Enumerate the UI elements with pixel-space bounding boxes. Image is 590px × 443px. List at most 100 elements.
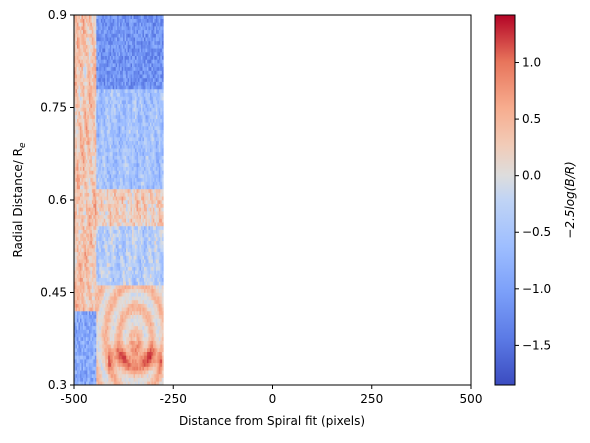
heatmap-cell bbox=[78, 329, 81, 334]
heatmap-cell bbox=[118, 129, 121, 134]
heatmap-cell bbox=[78, 370, 81, 375]
heatmap-cell bbox=[108, 373, 111, 378]
heatmap-cell bbox=[138, 148, 140, 153]
heatmap-cell bbox=[75, 103, 78, 108]
heatmap-cell bbox=[133, 188, 136, 193]
heatmap-cell bbox=[102, 203, 105, 208]
heatmap-cell bbox=[124, 59, 127, 64]
heatmap-cell bbox=[93, 33, 96, 38]
heatmap-cell bbox=[132, 92, 134, 97]
heatmap-cell bbox=[97, 355, 100, 360]
heatmap-cell bbox=[82, 274, 85, 278]
heatmap-cell bbox=[115, 329, 118, 334]
heatmap-cell bbox=[84, 336, 87, 341]
heatmap-cell bbox=[94, 207, 97, 212]
heatmap-cell bbox=[87, 237, 90, 241]
heatmap-cell bbox=[118, 222, 121, 227]
heatmap-cell bbox=[87, 225, 90, 230]
heatmap-cell bbox=[94, 59, 97, 64]
heatmap-cell bbox=[132, 48, 134, 53]
heatmap-cell bbox=[96, 22, 99, 27]
heatmap-cell bbox=[97, 107, 100, 112]
heatmap-cell bbox=[109, 148, 112, 153]
heatmap-cell bbox=[108, 362, 111, 367]
heatmap-cell bbox=[81, 114, 84, 119]
heatmap-cell bbox=[96, 29, 99, 34]
heatmap-cell bbox=[143, 203, 146, 208]
heatmap-cell bbox=[120, 314, 122, 319]
heatmap-cell bbox=[138, 314, 140, 319]
heatmap-cell bbox=[74, 192, 76, 197]
heatmap-cell bbox=[136, 26, 139, 31]
heatmap-cell bbox=[109, 237, 112, 241]
heatmap-cell bbox=[96, 133, 99, 138]
heatmap-cell bbox=[108, 174, 111, 179]
heatmap-cell bbox=[127, 18, 130, 23]
heatmap-cell bbox=[84, 348, 87, 352]
heatmap-cell bbox=[111, 311, 114, 315]
heatmap-cell bbox=[114, 259, 116, 264]
heatmap-cell bbox=[132, 214, 134, 219]
heatmap-cell bbox=[88, 322, 91, 327]
heatmap-cell bbox=[138, 66, 140, 71]
heatmap-cell bbox=[90, 211, 93, 216]
heatmap-cell bbox=[123, 255, 125, 260]
heatmap-cell bbox=[129, 325, 131, 330]
heatmap-cell bbox=[112, 333, 115, 338]
heatmap-cell bbox=[139, 296, 142, 301]
heatmap-cell bbox=[90, 166, 93, 171]
heatmap-cell bbox=[97, 218, 100, 223]
heatmap-cell bbox=[78, 203, 81, 208]
heatmap-cell bbox=[143, 288, 146, 293]
heatmap-cell bbox=[108, 63, 111, 68]
heatmap-cell bbox=[139, 151, 142, 156]
heatmap-cell bbox=[109, 92, 112, 97]
heatmap-cell bbox=[81, 285, 84, 290]
heatmap-cell bbox=[99, 74, 102, 79]
heatmap-cell bbox=[85, 233, 88, 238]
heatmap-cell bbox=[124, 359, 127, 364]
heatmap-cell bbox=[115, 196, 118, 201]
heatmap-cell bbox=[115, 251, 118, 256]
heatmap-cell bbox=[118, 262, 121, 267]
heatmap-cell bbox=[111, 218, 114, 223]
heatmap-cell bbox=[93, 303, 96, 308]
heatmap-cell bbox=[145, 133, 148, 138]
heatmap-cell bbox=[79, 299, 82, 304]
heatmap-cell bbox=[123, 381, 125, 385]
heatmap-cell bbox=[143, 66, 146, 71]
heatmap-cell bbox=[78, 29, 81, 34]
heatmap-cell bbox=[97, 251, 100, 256]
heatmap-cell bbox=[106, 200, 109, 204]
heatmap-cell bbox=[99, 63, 102, 68]
heatmap-cell bbox=[133, 140, 136, 145]
heatmap-cell bbox=[139, 44, 142, 49]
heatmap-cell bbox=[93, 85, 96, 90]
heatmap-cell bbox=[106, 103, 109, 108]
heatmap-cell bbox=[78, 74, 81, 79]
heatmap-cell bbox=[102, 237, 105, 241]
heatmap-cell bbox=[123, 325, 125, 330]
heatmap-cell bbox=[100, 48, 103, 53]
heatmap-cell bbox=[99, 192, 102, 197]
heatmap-cell bbox=[123, 351, 125, 356]
heatmap-cell bbox=[111, 192, 114, 197]
heatmap-cell bbox=[138, 107, 140, 112]
heatmap-cell bbox=[111, 166, 114, 171]
heatmap-cell bbox=[96, 381, 99, 385]
heatmap-cell bbox=[91, 237, 94, 241]
heatmap-cell bbox=[139, 181, 142, 186]
heatmap-cell bbox=[140, 22, 143, 27]
heatmap-cell bbox=[142, 174, 145, 179]
heatmap-cell bbox=[108, 333, 111, 338]
heatmap-cell bbox=[102, 163, 105, 167]
heatmap-cell bbox=[88, 155, 91, 160]
heatmap-cell bbox=[79, 15, 82, 19]
heatmap-cell bbox=[146, 159, 149, 164]
heatmap-cell bbox=[106, 114, 109, 119]
heatmap-cell bbox=[136, 351, 139, 356]
heatmap-cell bbox=[97, 37, 100, 42]
heatmap-cell bbox=[106, 77, 109, 82]
heatmap-cell bbox=[127, 133, 130, 138]
heatmap-cell bbox=[84, 296, 87, 301]
